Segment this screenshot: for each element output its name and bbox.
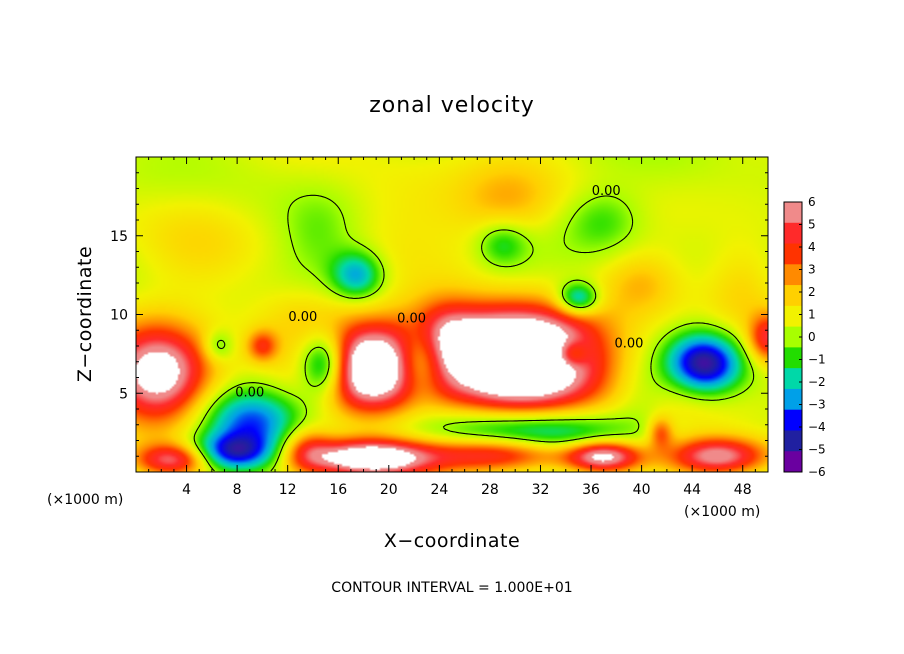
x-axis-ticks: 4 8 12 16 20 24 28 32 36 40 44 48 xyxy=(148,157,756,498)
zero-contour-line xyxy=(193,194,755,472)
colorbar-swatch xyxy=(784,326,802,348)
colorbar-tick-label: 4 xyxy=(808,240,816,254)
contour-label: 0.00 xyxy=(235,385,264,400)
colorbar-swatch xyxy=(784,430,802,452)
contour-label: 0.00 xyxy=(288,310,317,325)
x-tick-label: 16 xyxy=(329,482,347,498)
contour-label: 0.00 xyxy=(397,311,426,326)
colorbar-swatch xyxy=(784,368,802,390)
colorbar-swatch xyxy=(784,264,802,286)
colorbar-tick-label: 0 xyxy=(808,330,816,344)
colorbar-swatch xyxy=(784,305,802,328)
x-axis-label: X−coordinate xyxy=(384,530,520,552)
x-tick-label: 40 xyxy=(633,482,651,498)
x-tick-label: 44 xyxy=(683,482,701,498)
colorbar-swatch xyxy=(784,243,802,265)
colorbar-tick-label: 1 xyxy=(808,308,816,322)
colorbar-swatch xyxy=(784,347,802,369)
contour-interval-text: CONTOUR INTERVAL = 1.000E+01 xyxy=(331,580,572,596)
colorbar-tick-label: 2 xyxy=(808,285,816,299)
colorbar: 6 5 4 3 2 1 0 −1 −2 −3 −4 −5 −6 xyxy=(783,195,826,479)
colorbar-swatch xyxy=(784,451,802,473)
y-axis-label: Z−coordinate xyxy=(74,246,96,382)
colorbar-swatch xyxy=(784,222,802,245)
contour-label: 0.00 xyxy=(614,337,643,352)
x-axis-unit-left: (×1000 m) xyxy=(47,492,123,508)
contour-label: 0.00 xyxy=(592,184,621,199)
colorbar-tick-label: 5 xyxy=(808,218,816,232)
colorbar-tick-label: 6 xyxy=(808,195,816,209)
x-tick-label: 28 xyxy=(481,482,499,498)
x-tick-label: 32 xyxy=(532,482,550,498)
colorbar-tick-label: −5 xyxy=(808,443,826,457)
x-tick-label: 36 xyxy=(582,482,600,498)
colorbar-tick-label: −3 xyxy=(808,398,826,412)
y-tick-label: 10 xyxy=(110,308,128,324)
colorbar-tick-label: −2 xyxy=(808,375,826,389)
colorbar-swatch xyxy=(784,202,802,224)
chart-title: zonal velocity xyxy=(369,93,535,118)
x-tick-label: 24 xyxy=(430,482,448,498)
y-axis-ticks: 5 10 15 xyxy=(110,172,768,457)
colorbar-tick-label: −6 xyxy=(808,465,826,479)
x-tick-label: 20 xyxy=(380,482,398,498)
x-tick-label: 48 xyxy=(734,482,752,498)
colorbar-swatch xyxy=(784,388,802,411)
contour-labels: 0.00 0.00 0.00 0.00 0.00 xyxy=(235,184,643,401)
colorbar-swatch xyxy=(784,409,802,431)
plot-area: 0.00 0.00 0.00 0.00 0.00 xyxy=(136,157,768,472)
zero-contours xyxy=(193,194,755,472)
colorbar-swatch xyxy=(784,285,802,307)
colorbar-tick-label: −4 xyxy=(808,420,826,434)
colorbar-tick-label: −1 xyxy=(808,353,826,367)
x-tick-label: 12 xyxy=(279,482,297,498)
colorbar-tick-label: 3 xyxy=(808,263,816,277)
x-axis-unit-right: (×1000 m) xyxy=(684,504,760,520)
y-tick-label: 15 xyxy=(110,229,128,245)
heatmap-field xyxy=(136,157,768,472)
y-tick-label: 5 xyxy=(119,386,128,402)
x-tick-label: 8 xyxy=(233,482,242,498)
x-tick-label: 4 xyxy=(182,482,191,498)
